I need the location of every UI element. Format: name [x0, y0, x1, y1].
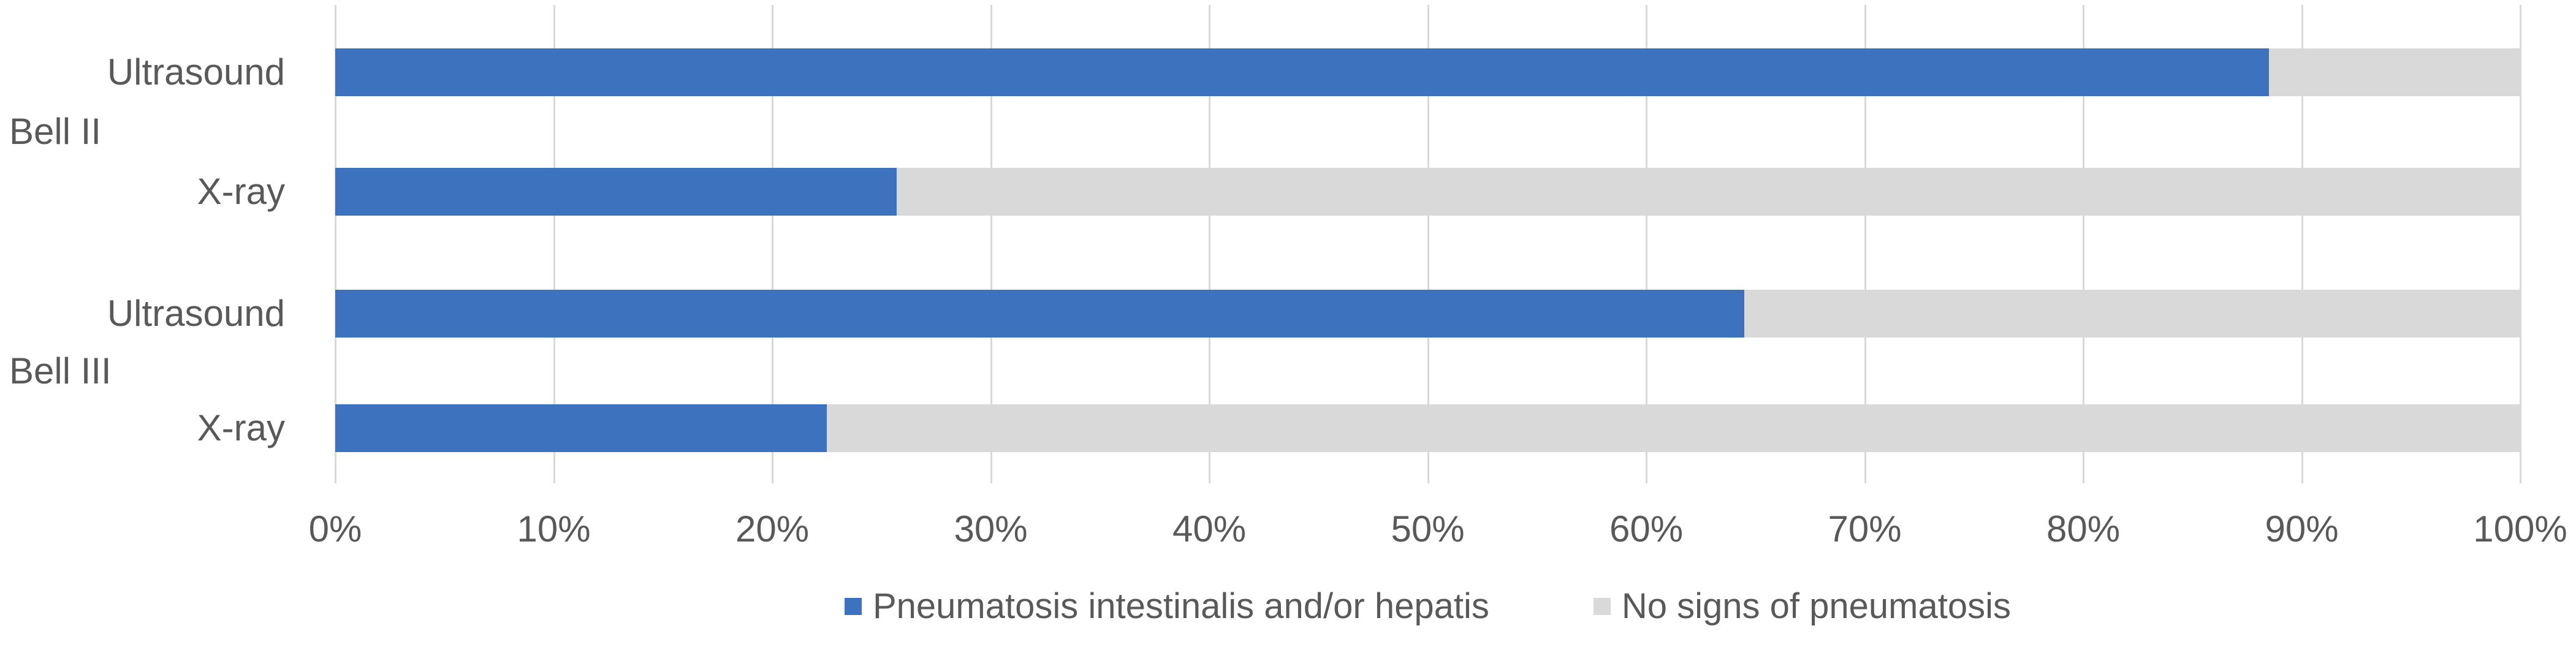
axis-tick-label: 20% — [735, 508, 810, 549]
gridline — [2083, 5, 2084, 456]
legend-label: No signs of pneumatosis — [1621, 586, 2012, 626]
category-label: X-ray — [197, 407, 285, 448]
axis-tick — [2301, 456, 2303, 483]
legend-swatch-blue-icon — [844, 598, 862, 615]
bar-segment-no-signs — [897, 168, 2520, 216]
axis-tick-label: 10% — [517, 508, 591, 549]
axis-tick-label: 70% — [1828, 508, 1902, 549]
gridline — [335, 5, 336, 456]
gridline — [1864, 5, 1866, 456]
gridline — [2520, 5, 2521, 456]
axis-tick-label: 80% — [2046, 508, 2121, 549]
bar-segment-no-signs — [827, 404, 2520, 452]
axis-tick — [2520, 456, 2521, 483]
axis-tick — [2083, 456, 2084, 483]
gridline — [990, 5, 992, 456]
bar-segment-pneumatosis — [335, 48, 2270, 96]
axis-tick — [1427, 456, 1429, 483]
category-label: X-ray — [197, 171, 285, 212]
gridline — [1209, 5, 1210, 456]
bar-row-bell-ii-ultrasound — [335, 48, 2520, 96]
axis-tick-label: 90% — [2265, 508, 2339, 549]
bar-row-bell-ii-x-ray — [335, 168, 2520, 216]
bar-segment-no-signs — [2269, 48, 2520, 96]
axis-tick — [335, 456, 336, 483]
group-label: Bell II — [9, 111, 102, 152]
legend-item-pneumatosis: Pneumatosis intestinalis and/or hepatis — [844, 585, 1489, 628]
category-label: Ultrasound — [107, 51, 285, 92]
group-label: Bell III — [9, 350, 112, 391]
bar-row-bell-iii-x-ray — [335, 404, 2520, 452]
category-label: Ultrasound — [107, 293, 285, 334]
axis-tick — [990, 456, 992, 483]
gridline — [2301, 5, 2303, 456]
bar-row-bell-iii-ultrasound — [335, 290, 2520, 338]
gridline — [553, 5, 555, 456]
legend-item-no-signs: No signs of pneumatosis — [1593, 585, 2012, 628]
legend: Pneumatosis intestinalis and/or hepatis … — [335, 576, 2520, 637]
legend-label: Pneumatosis intestinalis and/or hepatis — [872, 586, 1489, 626]
legend-swatch-gray-icon — [1593, 598, 1611, 615]
axis-tick — [553, 456, 555, 483]
axis-tick-label: 40% — [1172, 508, 1247, 549]
axis-tick-label: 50% — [1391, 508, 1465, 549]
bar-segment-pneumatosis — [335, 404, 827, 452]
axis-tick — [1864, 456, 1866, 483]
axis-tick-label: 60% — [1609, 508, 1684, 549]
bar-segment-no-signs — [1744, 290, 2520, 338]
bar-segment-pneumatosis — [335, 290, 1745, 338]
gridline — [1427, 5, 1429, 456]
bar-segment-pneumatosis — [335, 168, 897, 216]
gridline — [772, 5, 773, 456]
axis-tick — [1646, 456, 1647, 483]
gridline — [1646, 5, 1647, 456]
axis-tick-label: 0% — [308, 508, 362, 549]
axis-tick-label: 100% — [2473, 508, 2567, 549]
plot-area — [335, 5, 2521, 483]
axis-tick — [772, 456, 773, 483]
axis-tick — [1209, 456, 1210, 483]
axis-tick-label: 30% — [954, 508, 1028, 549]
